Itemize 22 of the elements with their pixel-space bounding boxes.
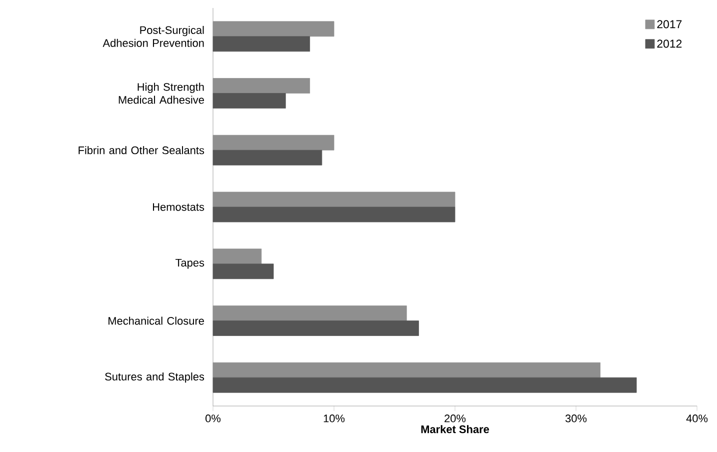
x-tick-label: 40% xyxy=(686,414,708,422)
x-tick-label: 20% xyxy=(444,414,466,422)
x-tick-label: 0% xyxy=(206,414,221,422)
y-tick-label: Mechanical Closure xyxy=(108,316,204,325)
y-tick-label: Hemostats xyxy=(153,203,204,211)
y-tick-label: Sutures and Staples xyxy=(105,372,204,383)
bar xyxy=(212,264,274,280)
bar xyxy=(212,93,286,108)
legend-label: 2012 xyxy=(657,40,682,48)
bar xyxy=(212,150,322,166)
bar xyxy=(212,377,637,393)
bar xyxy=(212,320,419,336)
y-tick-label: Tapes xyxy=(175,258,204,269)
bar xyxy=(212,206,456,222)
y-tick-label: Fibrin and Other Sealants xyxy=(78,146,204,154)
legend-label: 2017 xyxy=(657,20,682,28)
y-tick-label: High Strength Medical Adhesive xyxy=(118,82,204,104)
x-tick-label: 10% xyxy=(324,414,345,422)
bar xyxy=(212,36,310,52)
x-tick-label: 30% xyxy=(565,414,587,422)
y-tick-label: Post-Surgical Adhesion Prevention xyxy=(102,26,204,47)
x-axis-title: Market Share xyxy=(421,425,490,434)
